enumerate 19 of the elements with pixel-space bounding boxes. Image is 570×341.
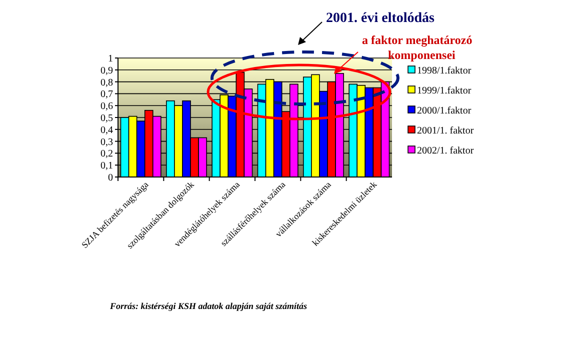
y-tick-label: 0,4 [100, 124, 113, 136]
text: 2001. évi eltolódás [326, 11, 436, 26]
legend-label: 2001/1. faktor [417, 126, 474, 136]
y-tick-label: 0 [108, 172, 113, 184]
y-tick-label: 0,9 [100, 65, 113, 76]
legend-label: 1998/1.faktor [417, 66, 472, 76]
text: Forrás: kistérségi KSH adatok alapján saját számítás [109, 301, 308, 311]
legend-label: 1999/1.faktor [417, 86, 472, 96]
y-tick-label: 0,6 [100, 101, 113, 112]
y-tick-label: 0,1 [100, 160, 113, 172]
y-tick-label: 0,8 [100, 77, 113, 88]
legend-label: 2000/1.faktor [417, 106, 472, 116]
y-tick-label: 0,2 [100, 148, 113, 160]
y-tick-label: 0,7 [100, 89, 113, 100]
y-tick-label: 0,5 [100, 113, 113, 124]
y-tick-label: 1 [108, 54, 113, 64]
legend-label: 2002/1. faktor [417, 146, 474, 156]
annotation: a faktor meghatározó komponensei [362, 33, 472, 62]
y-tick-label: 0,3 [100, 136, 113, 148]
